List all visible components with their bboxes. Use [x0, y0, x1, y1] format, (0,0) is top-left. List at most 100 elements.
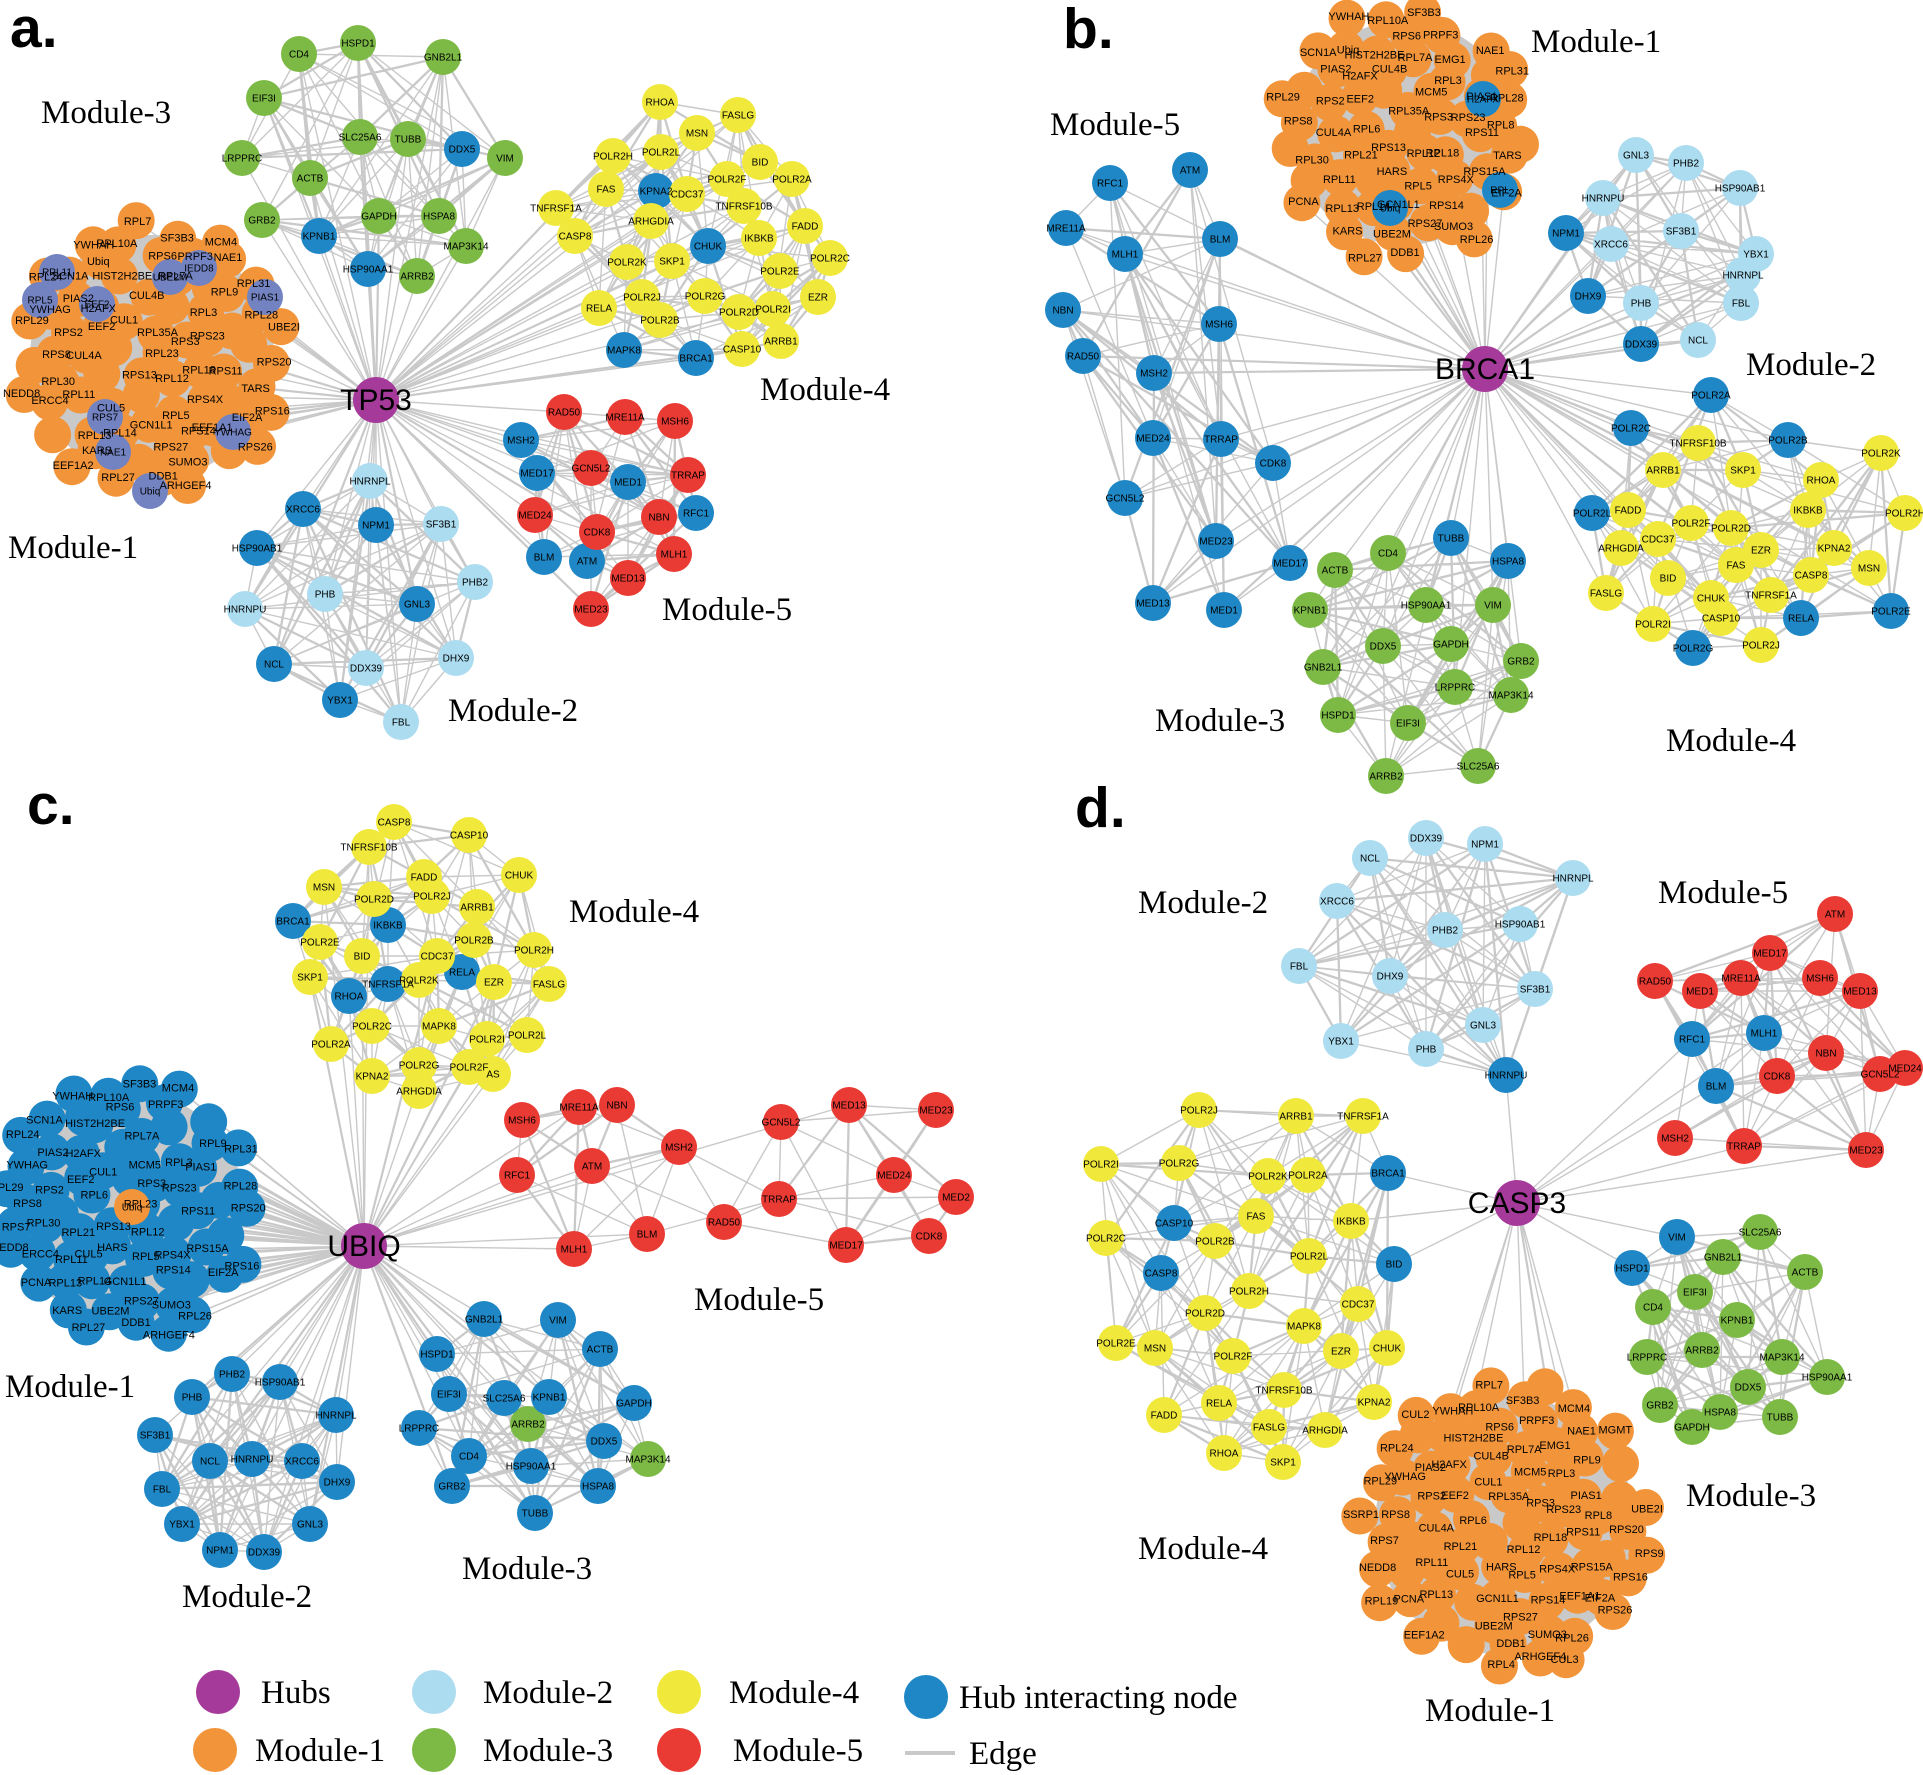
- svg-text:Module-4: Module-4: [1138, 1531, 1268, 1567]
- svg-text:EZR: EZR: [1331, 1347, 1351, 1358]
- svg-text:RPL29: RPL29: [1363, 1476, 1397, 1488]
- svg-text:RPL31: RPL31: [1495, 65, 1529, 77]
- svg-text:MLH1: MLH1: [1112, 250, 1139, 261]
- svg-text:CUL5: CUL5: [74, 1248, 102, 1260]
- svg-text:RPL11: RPL11: [55, 1254, 88, 1266]
- svg-text:TRRAP: TRRAP: [1727, 1142, 1761, 1153]
- svg-text:RPL6: RPL6: [1459, 1515, 1487, 1527]
- svg-text:FADD: FADD: [411, 873, 438, 884]
- svg-text:PHB: PHB: [182, 1393, 203, 1404]
- svg-text:DDX5: DDX5: [591, 1437, 618, 1448]
- svg-text:RPL5: RPL5: [1508, 1569, 1536, 1581]
- svg-text:POLR2F: POLR2F: [1214, 1352, 1253, 1363]
- svg-text:YWHAH: YWHAH: [73, 239, 114, 251]
- svg-text:DDX39: DDX39: [350, 664, 383, 675]
- svg-text:RPS14: RPS14: [1531, 1594, 1566, 1606]
- svg-text:MSH6: MSH6: [1205, 320, 1233, 331]
- svg-text:RPL7: RPL7: [124, 216, 152, 228]
- svg-text:RAD50: RAD50: [548, 408, 581, 419]
- svg-text:RPL24: RPL24: [1380, 1442, 1414, 1454]
- svg-text:RPS2: RPS2: [54, 327, 83, 339]
- svg-text:DDX5: DDX5: [1370, 642, 1397, 653]
- svg-text:SF3B1: SF3B1: [1666, 227, 1697, 238]
- svg-text:SF3B1: SF3B1: [140, 1431, 171, 1442]
- svg-text:POLR2G: POLR2G: [399, 1061, 440, 1072]
- svg-text:RHOA: RHOA: [646, 98, 675, 109]
- svg-text:HNRNPL: HNRNPL: [349, 477, 391, 488]
- svg-text:SCN1A: SCN1A: [1300, 47, 1337, 59]
- svg-text:RPL12: RPL12: [1507, 1544, 1541, 1556]
- svg-text:YWHAG: YWHAG: [1384, 1471, 1426, 1483]
- svg-text:SSRP1: SSRP1: [1343, 1509, 1379, 1521]
- svg-text:CD4: CD4: [289, 50, 309, 61]
- svg-text:H2AFX: H2AFX: [1431, 1459, 1467, 1471]
- svg-text:XRCC6: XRCC6: [285, 1457, 319, 1468]
- svg-text:SF3B3: SF3B3: [123, 1079, 157, 1091]
- svg-text:POLR2J: POLR2J: [623, 293, 661, 304]
- svg-text:MCM5: MCM5: [1415, 87, 1447, 99]
- svg-text:FASLG: FASLG: [533, 980, 565, 991]
- svg-text:EIF3I: EIF3I: [1396, 719, 1420, 730]
- svg-text:EZR: EZR: [484, 978, 504, 989]
- svg-text:Module-4: Module-4: [760, 372, 890, 408]
- svg-text:BLM: BLM: [1706, 1082, 1727, 1093]
- svg-text:PRPF3: PRPF3: [1519, 1415, 1554, 1427]
- svg-text:MED2: MED2: [942, 1193, 970, 1204]
- svg-text:PIAS1: PIAS1: [185, 1161, 216, 1173]
- svg-text:HSP90AA1: HSP90AA1: [343, 265, 394, 276]
- svg-text:TNFRSF1A: TNFRSF1A: [1337, 1112, 1389, 1123]
- svg-text:FASLG: FASLG: [722, 111, 754, 122]
- svg-text:POLR2A: POLR2A: [311, 1040, 351, 1051]
- svg-text:UBE2M: UBE2M: [1475, 1621, 1513, 1633]
- svg-text:RAD50: RAD50: [708, 1218, 741, 1229]
- svg-text:Module-5: Module-5: [1050, 107, 1180, 143]
- svg-text:H2AFX: H2AFX: [65, 1148, 101, 1160]
- svg-text:RPS16: RPS16: [255, 405, 290, 417]
- svg-text:NAE1: NAE1: [1567, 1425, 1596, 1437]
- svg-text:BRCA1: BRCA1: [276, 917, 310, 928]
- svg-text:Hub interacting node: Hub interacting node: [959, 1680, 1238, 1716]
- svg-text:GCN1L1: GCN1L1: [130, 420, 173, 432]
- svg-text:POLR2C: POLR2C: [1086, 1234, 1126, 1245]
- svg-text:RPL6: RPL6: [1353, 124, 1381, 136]
- svg-text:MED23: MED23: [574, 605, 608, 616]
- svg-text:SF3B1: SF3B1: [1520, 985, 1551, 996]
- svg-text:RAD50: RAD50: [1067, 352, 1100, 363]
- svg-text:RPL12: RPL12: [131, 1226, 165, 1238]
- svg-text:RPL11: RPL11: [1323, 174, 1356, 186]
- svg-text:POLR2A: POLR2A: [1288, 1171, 1328, 1182]
- svg-text:KPNA2: KPNA2: [356, 1072, 389, 1083]
- svg-text:RPS27: RPS27: [1408, 218, 1443, 230]
- svg-text:POLR2H: POLR2H: [514, 946, 554, 957]
- svg-text:ARHGEF4: ARHGEF4: [143, 1329, 195, 1341]
- svg-text:PHB: PHB: [1416, 1045, 1437, 1056]
- svg-text:GNB2L1: GNB2L1: [1704, 1253, 1743, 1264]
- svg-text:HSPD1: HSPD1: [341, 39, 375, 50]
- svg-text:HSP90AB1: HSP90AB1: [255, 1378, 306, 1389]
- svg-text:GNL3: GNL3: [1470, 1021, 1497, 1032]
- svg-text:DDB1: DDB1: [149, 471, 178, 483]
- svg-text:RPL18: RPL18: [1426, 147, 1460, 159]
- svg-text:ACTB: ACTB: [587, 1345, 614, 1356]
- svg-text:UBIQ: UBIQ: [327, 1230, 400, 1263]
- svg-text:CASP10: CASP10: [1702, 614, 1741, 625]
- svg-text:NCL: NCL: [1360, 854, 1380, 865]
- svg-text:RELA: RELA: [1206, 1399, 1232, 1410]
- svg-text:PIAS2: PIAS2: [37, 1147, 68, 1159]
- svg-text:KPNB1: KPNB1: [1294, 606, 1327, 617]
- svg-text:Module-1: Module-1: [8, 530, 138, 566]
- svg-text:HSP90AB1: HSP90AB1: [1495, 920, 1546, 931]
- svg-text:RPS26: RPS26: [1598, 1604, 1633, 1616]
- svg-text:GNL3: GNL3: [404, 600, 431, 611]
- svg-text:SUMO3: SUMO3: [1434, 221, 1473, 233]
- svg-text:GNL3: GNL3: [297, 1520, 324, 1531]
- svg-text:BRCA1: BRCA1: [1435, 353, 1535, 386]
- svg-text:HSPA8: HSPA8: [1492, 557, 1524, 568]
- svg-text:GAPDH: GAPDH: [616, 1399, 652, 1410]
- svg-text:Module-3: Module-3: [1155, 703, 1285, 739]
- svg-text:YWHAG: YWHAG: [6, 1160, 48, 1172]
- svg-text:EIF3I: EIF3I: [437, 1390, 461, 1401]
- svg-text:RPL3: RPL3: [1434, 75, 1462, 87]
- svg-text:Module-2: Module-2: [1746, 347, 1876, 383]
- svg-text:RPL9: RPL9: [1573, 1454, 1601, 1466]
